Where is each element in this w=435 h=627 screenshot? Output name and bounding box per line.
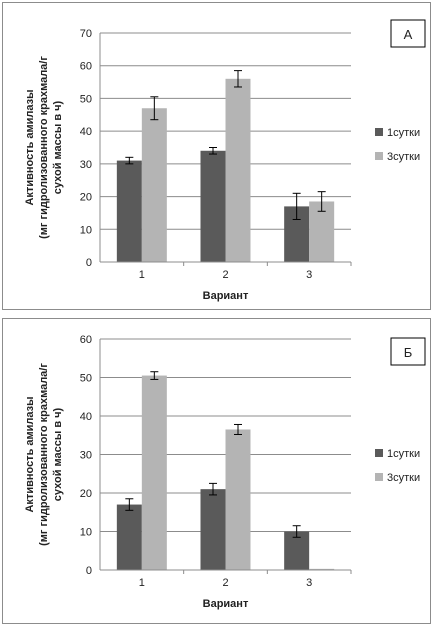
y-tick-label: 10 xyxy=(80,527,92,539)
bar-2-1 xyxy=(141,375,167,570)
y-tick-label: 10 xyxy=(80,224,92,236)
x-axis-title: Вариант xyxy=(203,598,249,610)
bar-2-1 xyxy=(141,108,167,262)
y-axis-title-line-2: (мг гидролизованного крахмала/г xyxy=(38,56,50,239)
y-tick-label: 0 xyxy=(86,565,92,577)
chart-b: 0 10 20 30 40 50 60 1 2 3 Вариант Активность амилаз… xyxy=(24,334,426,610)
y-tick-label: 20 xyxy=(80,192,92,204)
bar-1-1 xyxy=(116,160,142,262)
y-tick-label: 30 xyxy=(80,450,92,462)
y-axis-title-line-3: сухой массы в ч) xyxy=(52,407,64,501)
chart-a: 0 10 20 30 40 50 60 70 1 2 3 Вариант Активность амил… xyxy=(24,19,426,302)
legend-label: 3сутки xyxy=(387,472,420,484)
y-tick-label: 60 xyxy=(80,61,92,73)
x-axis-title: Вариант xyxy=(203,290,249,302)
y-axis-title-line-1: Активность амилазы xyxy=(24,396,36,512)
y-tick-label: 0 xyxy=(86,257,92,269)
y-tick-label: 30 xyxy=(80,159,92,171)
bar-2-2 xyxy=(225,78,251,262)
bar-1-1 xyxy=(116,504,142,570)
x-tick-label: 2 xyxy=(222,577,228,589)
bar-2-3 xyxy=(309,568,335,570)
bar-1-2 xyxy=(200,489,226,570)
bar-1-3 xyxy=(284,531,310,570)
y-tick-label: 40 xyxy=(80,411,92,423)
x-tick-label: 1 xyxy=(139,269,145,281)
legend-label: 1сутки xyxy=(387,127,420,139)
x-tick-label: 3 xyxy=(306,577,312,589)
legend-swatch xyxy=(375,128,383,136)
y-axis-title-line-2: (мг гидролизованного крахмала/г xyxy=(38,363,50,546)
y-tick-label: 20 xyxy=(80,488,92,500)
chart-panel-b: 0 10 20 30 40 50 60 1 2 3 Вариант Активность амилаз… xyxy=(2,318,431,624)
x-tick-label: 1 xyxy=(139,577,145,589)
bar-2-2 xyxy=(225,429,251,570)
y-tick-label: 50 xyxy=(80,93,92,105)
panel-letter: Б xyxy=(404,345,413,360)
y-tick-label: 40 xyxy=(80,126,92,138)
x-tick-label: 3 xyxy=(306,269,312,281)
y-axis-title-line-3: сухой массы в ч) xyxy=(52,100,64,194)
y-axis-title-line-1: Активность амилазы xyxy=(24,89,36,205)
panel-letter-box xyxy=(390,337,426,366)
bar-1-2 xyxy=(200,150,226,262)
panel-letter-box xyxy=(390,19,426,48)
panel-letter: А xyxy=(404,27,413,42)
x-tick-label: 2 xyxy=(222,269,228,281)
legend-swatch xyxy=(375,152,383,160)
y-tick-label: 50 xyxy=(80,373,92,385)
legend-swatch xyxy=(375,449,383,457)
legend-label: 3сутки xyxy=(387,151,420,163)
legend-swatch xyxy=(375,473,383,481)
y-tick-label: 60 xyxy=(80,334,92,346)
y-tick-label: 70 xyxy=(80,28,92,40)
chart-panel-a: 0 10 20 30 40 50 60 70 1 2 3 Вариант Активность амил… xyxy=(2,2,431,310)
legend-label: 1сутки xyxy=(387,448,420,460)
